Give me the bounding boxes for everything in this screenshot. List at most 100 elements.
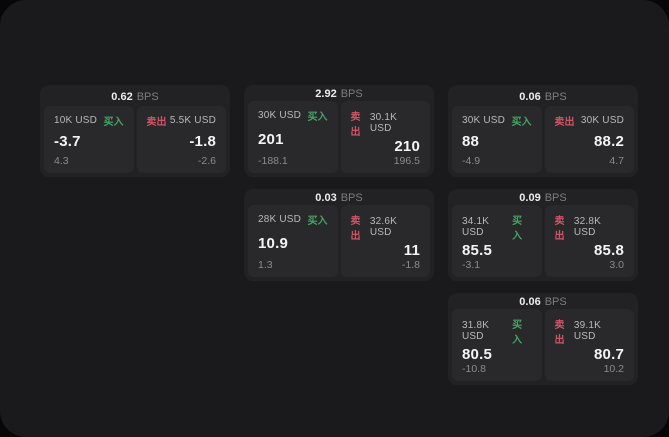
spread-card: 0.06 BPS 30K USD 买入 88 -4.9 卖出 30K USD 8… (448, 85, 638, 177)
buy-delta-value: -10.8 (462, 363, 486, 375)
card-header: 2.92 BPS (248, 85, 430, 101)
buy-panel-header: 34.1K USD 买入 (462, 212, 532, 242)
spread-card: 2.92 BPS 30K USD 买入 201 -188.1 卖出 30.1K … (244, 85, 434, 177)
sell-side-label: 卖出 (554, 117, 575, 128)
bps-value: 0.03 (315, 192, 337, 204)
sell-price-value: 88.2 (594, 133, 624, 150)
buy-amount-label: 10K USD (54, 115, 98, 126)
sell-side-label: 卖出 (350, 112, 361, 138)
spread-card: 0.03 BPS 28K USD 买入 10.9 1.3 卖出 32.6K US… (244, 189, 434, 281)
sell-delta-value: 10.2 (603, 363, 624, 375)
sell-delta-value: 3.0 (609, 259, 624, 271)
buy-price-value: -3.7 (54, 133, 81, 150)
buy-panel[interactable]: 30K USD 买入 88 -4.9 (452, 106, 542, 173)
buy-side-label: 买入 (512, 320, 523, 346)
sell-price-value: -1.8 (189, 133, 216, 150)
sell-panel[interactable]: 卖出 30.1K USD 210 196.5 (340, 101, 430, 173)
bps-value: 0.06 (519, 296, 541, 308)
quote-panels: 31.8K USD 买入 80.5 -10.8 卖出 39.1K USD 80.… (452, 309, 634, 381)
sell-delta-value: 196.5 (393, 155, 420, 167)
sell-panel-header: 卖出 5.5K USD (147, 113, 217, 128)
buy-panel-header: 31.8K USD 买入 (462, 316, 532, 346)
sell-panel[interactable]: 卖出 32.8K USD 85.8 3.0 (544, 205, 634, 277)
buy-amount-label: 30K USD (258, 110, 302, 121)
bps-value: 0.62 (111, 90, 133, 103)
sell-panel-header: 卖出 30K USD (555, 113, 625, 128)
buy-panel[interactable]: 10K USD 买入 -3.7 4.3 (44, 106, 134, 173)
sell-panel[interactable]: 卖出 30K USD 88.2 4.7 (544, 106, 634, 173)
card-header: 0.06 BPS (452, 293, 634, 309)
card-header: 0.62 BPS (44, 85, 226, 106)
quote-panels: 30K USD 买入 88 -4.9 卖出 30K USD 88.2 4.7 (452, 106, 634, 173)
sell-panel[interactable]: 卖出 39.1K USD 80.7 10.2 (544, 309, 634, 381)
quote-panels: 34.1K USD 买入 85.5 -3.1 卖出 32.8K USD 85.8… (452, 205, 634, 277)
sell-delta-value: -1.8 (401, 259, 420, 271)
bps-value: 2.92 (315, 88, 337, 100)
sell-delta-value: 4.7 (609, 155, 624, 167)
sell-amount-label: 32.6K USD (369, 216, 397, 238)
sell-panel[interactable]: 卖出 32.6K USD 11 -1.8 (340, 205, 430, 277)
buy-delta-value: 4.3 (54, 155, 69, 167)
buy-amount-label: 31.8K USD (462, 320, 490, 342)
spread-card: 0.09 BPS 34.1K USD 买入 85.5 -3.1 卖出 32.8K… (448, 189, 638, 281)
buy-panel-header: 28K USD 买入 (258, 212, 328, 227)
sell-price-value: 80.7 (594, 346, 624, 363)
buy-delta-value: -3.1 (462, 259, 481, 271)
buy-price-value: 80.5 (462, 346, 492, 363)
buy-price-value: 10.9 (258, 234, 288, 252)
sell-side-label: 卖出 (146, 117, 167, 128)
sell-delta-value: -2.6 (197, 155, 216, 167)
buy-panel-header: 30K USD 买入 (462, 113, 532, 128)
buy-side-label: 买入 (103, 117, 124, 128)
buy-delta-value: -188.1 (258, 155, 288, 167)
buy-side-label: 买入 (307, 112, 328, 123)
spread-cards-grid: 0.62 BPS 10K USD 买入 -3.7 4.3 卖出 5.5K USD… (40, 85, 638, 385)
bps-unit-label: BPS (340, 192, 363, 204)
card-header: 0.09 BPS (452, 189, 634, 205)
sell-panel[interactable]: 卖出 5.5K USD -1.8 -2.6 (136, 106, 226, 173)
buy-panel[interactable]: 30K USD 买入 201 -188.1 (248, 101, 338, 173)
sell-amount-label: 32.8K USD (573, 216, 601, 238)
sell-amount-label: 39.1K USD (573, 320, 601, 342)
bps-unit-label: BPS (544, 192, 567, 204)
buy-amount-label: 34.1K USD (462, 216, 490, 238)
buy-side-label: 买入 (512, 216, 523, 242)
sell-price-value: 11 (403, 242, 420, 259)
sell-side-label: 卖出 (350, 216, 361, 242)
card-header: 0.06 BPS (452, 85, 634, 106)
quote-panels: 10K USD 买入 -3.7 4.3 卖出 5.5K USD -1.8 -2.… (44, 106, 226, 173)
buy-amount-label: 30K USD (462, 115, 506, 126)
buy-delta-value: 1.3 (258, 259, 273, 271)
buy-price-value: 85.5 (462, 242, 492, 259)
sell-panel-header: 卖出 30.1K USD (351, 108, 421, 138)
sell-side-label: 卖出 (554, 320, 565, 346)
bps-value: 0.06 (519, 90, 541, 103)
spread-card: 0.06 BPS 31.8K USD 买入 80.5 -10.8 卖出 39.1… (448, 293, 638, 385)
sell-panel-header: 卖出 32.8K USD (555, 212, 625, 242)
spread-card: 0.62 BPS 10K USD 买入 -3.7 4.3 卖出 5.5K USD… (40, 85, 230, 177)
sell-amount-label: 30.1K USD (369, 112, 397, 134)
buy-panel-header: 30K USD 买入 (258, 108, 328, 123)
buy-panel-header: 10K USD 买入 (54, 113, 124, 128)
sell-amount-label: 30K USD (580, 115, 624, 126)
sell-price-value: 85.8 (594, 242, 624, 259)
bps-unit-label: BPS (340, 88, 363, 100)
quote-panels: 30K USD 买入 201 -188.1 卖出 30.1K USD 210 1… (248, 101, 430, 173)
buy-panel[interactable]: 31.8K USD 买入 80.5 -10.8 (452, 309, 542, 381)
buy-side-label: 买入 (307, 216, 328, 227)
sell-price-value: 210 (394, 138, 420, 155)
buy-price-value: 88 (462, 133, 480, 150)
buy-side-label: 买入 (511, 117, 532, 128)
sell-amount-label: 5.5K USD (169, 115, 216, 126)
buy-amount-label: 28K USD (258, 214, 302, 225)
bps-unit-label: BPS (544, 90, 567, 103)
buy-price-value: 201 (258, 130, 284, 148)
bps-unit-label: BPS (136, 90, 159, 103)
card-header: 0.03 BPS (248, 189, 430, 205)
sell-panel-header: 卖出 32.6K USD (351, 212, 421, 242)
quote-panels: 28K USD 买入 10.9 1.3 卖出 32.6K USD 11 -1.8 (248, 205, 430, 277)
buy-panel[interactable]: 28K USD 买入 10.9 1.3 (248, 205, 338, 277)
buy-delta-value: -4.9 (462, 155, 481, 167)
buy-panel[interactable]: 34.1K USD 买入 85.5 -3.1 (452, 205, 542, 277)
